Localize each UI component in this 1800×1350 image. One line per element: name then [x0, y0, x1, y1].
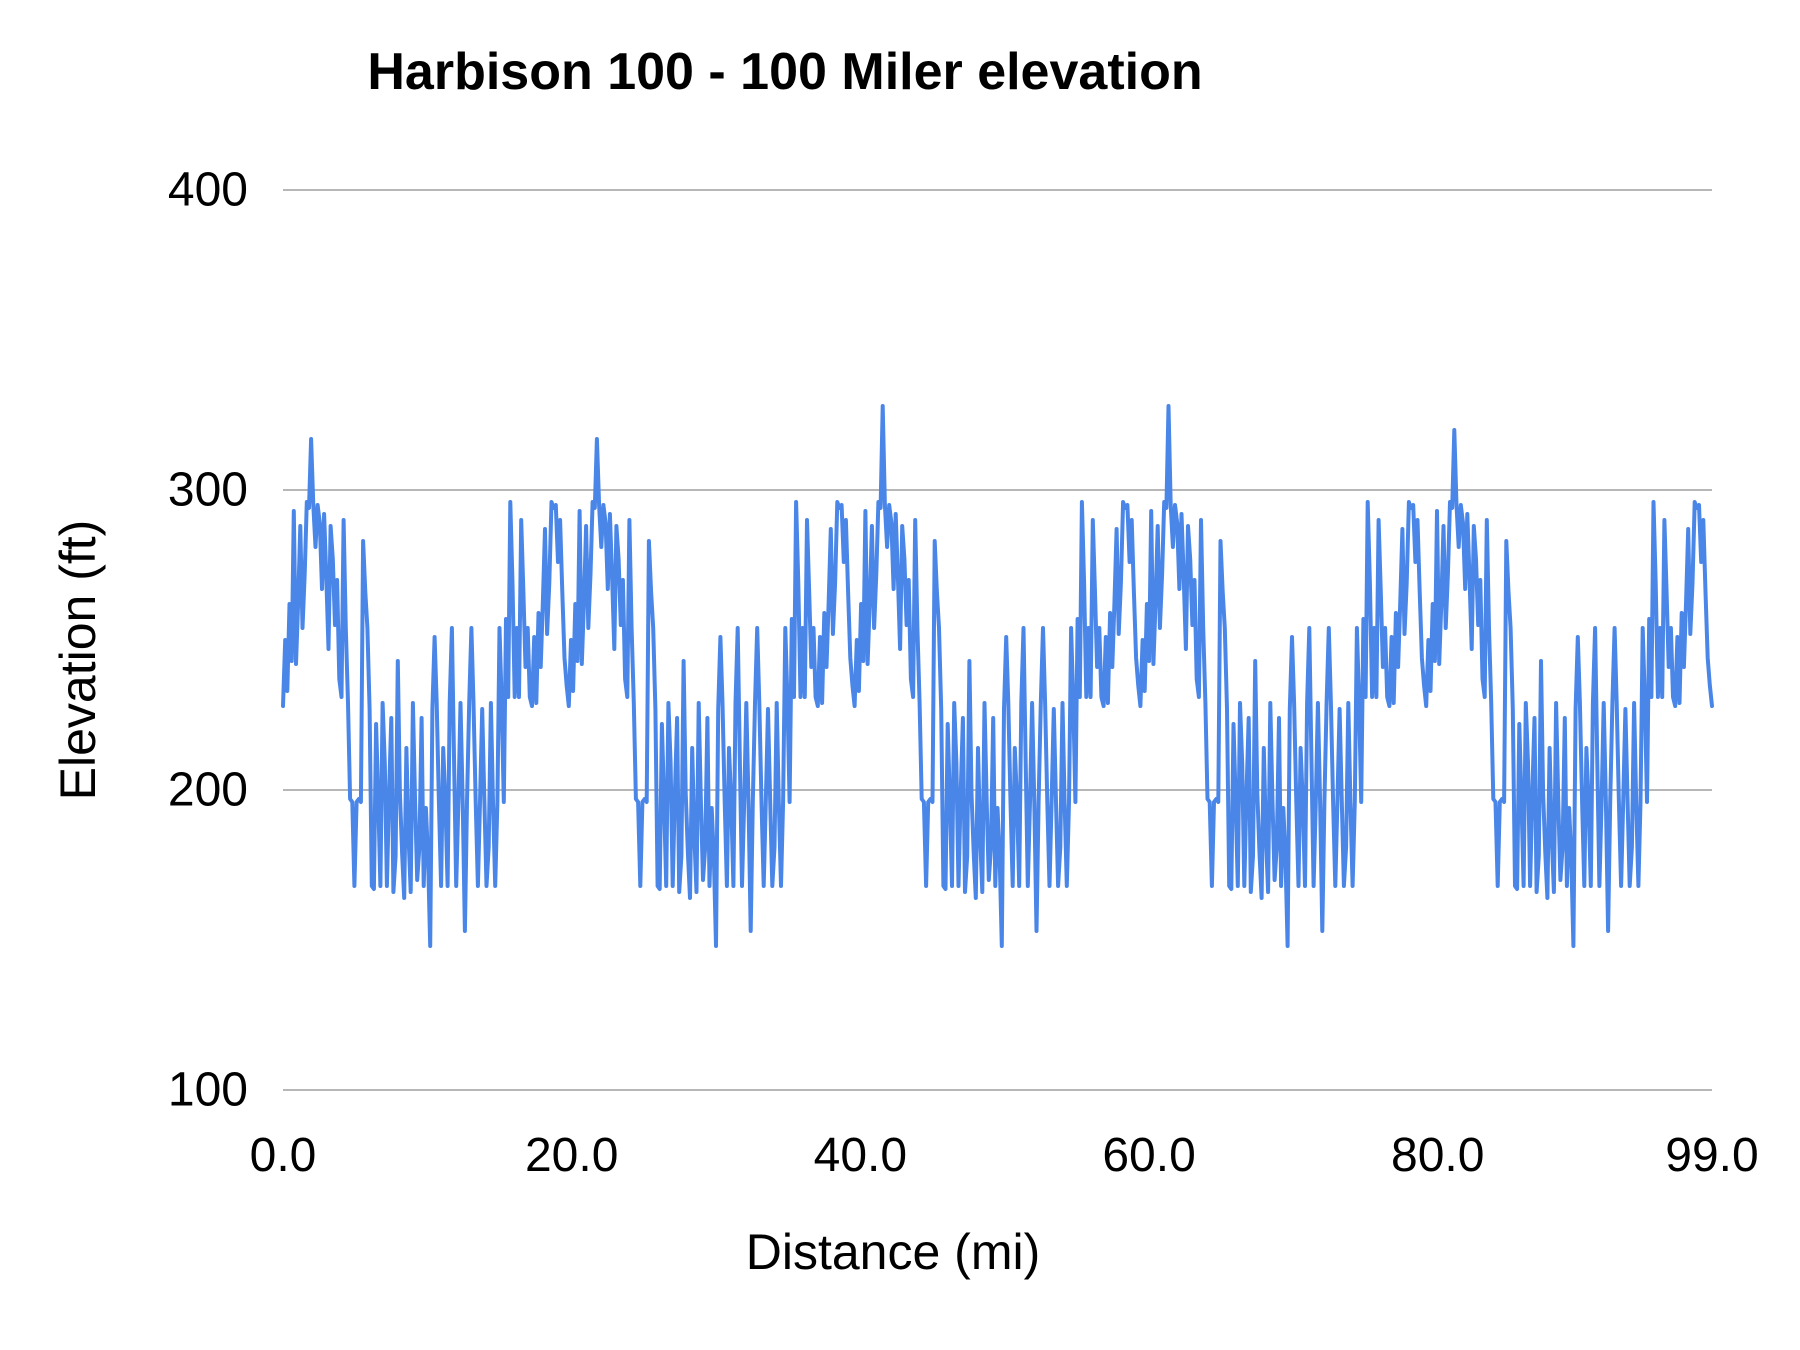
y-tick-label: 200 [167, 763, 248, 817]
y-tick-label: 400 [167, 163, 248, 217]
x-tick-label: 20.0 [524, 1129, 619, 1182]
x-axis-title: Distance (mi) [745, 1224, 1041, 1280]
elevation-line [281, 404, 1714, 948]
y-tick-label: 300 [167, 463, 248, 517]
x-tick-label: 99.0 [1665, 1129, 1759, 1182]
x-tick-label: 60.0 [1102, 1129, 1196, 1182]
x-tick-label: 80.0 [1391, 1129, 1485, 1182]
chart-title: Harbison 100 - 100 Miler elevation [367, 43, 1203, 101]
y-axis-title: Elevation (ft) [50, 519, 106, 801]
y-tick-label: 100 [167, 1063, 248, 1117]
x-tick-label: 0.0 [249, 1129, 317, 1182]
x-tick-label: 40.0 [813, 1129, 908, 1182]
